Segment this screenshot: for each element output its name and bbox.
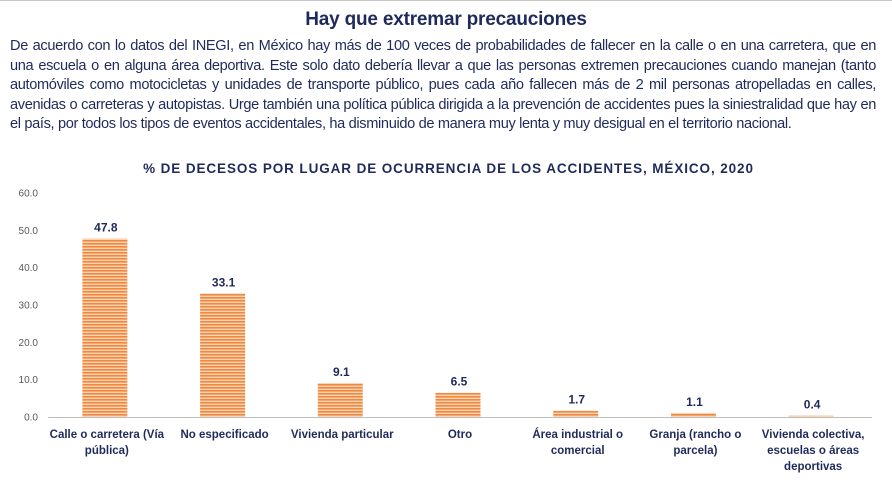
data-label: 6.5 [451, 375, 468, 389]
data-label: 9.1 [333, 365, 350, 379]
bar [435, 392, 481, 417]
data-label: 33.1 [212, 275, 236, 289]
bars [82, 238, 834, 417]
bar [553, 410, 599, 417]
bar [200, 293, 246, 417]
y-tick-label: 40.0 [19, 263, 39, 274]
data-label: 47.8 [94, 221, 118, 235]
data-label: 1.7 [568, 393, 585, 407]
y-axis: 0.0 10.0 20.0 30.0 40.0 50.0 60.0 [19, 189, 39, 424]
intro-paragraph: De acuerdo con lo datos del INEGI, en Mé… [10, 38, 876, 133]
top-border-line [0, 0, 892, 1]
x-tick-label: Vivienda colectiva, escuelas o áreas depor… [762, 429, 865, 473]
x-tick-label: Vivienda particular [291, 429, 394, 441]
chart-title: % DE DECESOS POR LUGAR DE OCURRENCIA DE … [143, 161, 754, 176]
data-labels: 47.8 33.1 9.1 6.5 1.7 1.1 0.4 [94, 221, 821, 412]
x-tick-label: Granja (rancho o parcela) [649, 429, 741, 457]
page-title: Hay que extremar precauciones [305, 9, 587, 30]
y-tick-label: 30.0 [19, 301, 39, 312]
x-tick-label: Calle o carretera (Vía pública) [50, 429, 165, 457]
y-tick-label: 10.0 [19, 375, 39, 386]
y-tick-label: 50.0 [19, 226, 39, 237]
y-tick-label: 20.0 [19, 338, 39, 349]
data-label: 1.1 [686, 395, 703, 409]
x-tick-label: No especificado [180, 429, 268, 441]
bar [788, 415, 834, 417]
bar-chart: 0.0 10.0 20.0 30.0 40.0 50.0 60.0 47.8 33.1 9.1 6… [19, 189, 872, 473]
y-tick-label: 60.0 [19, 189, 39, 200]
data-label: 0.4 [804, 398, 821, 412]
bar [670, 412, 716, 417]
y-tick-label: 0.0 [24, 413, 38, 424]
x-tick-label: Otro [448, 429, 472, 441]
bar [82, 238, 128, 417]
bar [317, 383, 363, 417]
x-tick-label: Área industrial o comercial [532, 428, 623, 457]
x-axis-labels: Calle o carretera (Vía pública) No especif… [50, 428, 865, 473]
